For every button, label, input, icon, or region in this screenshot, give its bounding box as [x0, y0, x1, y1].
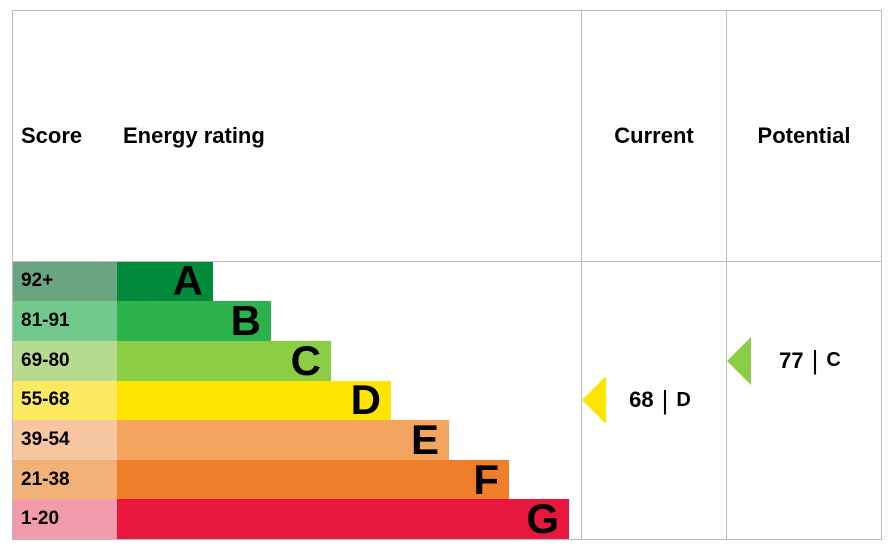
- potential-cell-row-2: 77 | C: [726, 341, 881, 381]
- current-pointer-separator: |: [662, 385, 669, 416]
- rating-letter-d: D: [351, 376, 381, 424]
- current-cell-row-5: [581, 460, 726, 500]
- rating-bar-b: B: [117, 301, 271, 341]
- potential-cell-row-0: [726, 262, 881, 302]
- header-score: Score: [13, 11, 117, 261]
- current-cell-row-4: [581, 420, 726, 460]
- potential-pointer-label: 77 | C: [755, 345, 865, 376]
- band-row-c: 69-80C77|C: [13, 341, 881, 381]
- potential-pointer-separator: |: [812, 345, 819, 376]
- current-pointer-letter: D: [676, 389, 690, 412]
- potential-cell-row-6: [726, 499, 881, 539]
- potential-pointer: 77 | C: [727, 337, 881, 385]
- rating-bar-c: C: [117, 341, 331, 381]
- rating-letter-b: B: [231, 297, 261, 345]
- current-pointer: 68 | D: [582, 376, 726, 424]
- current-pointer-label: 68 | D: [610, 385, 710, 416]
- header-potential: Potential: [726, 11, 881, 261]
- rating-cell-c: C: [117, 341, 581, 381]
- energy-rating-chart: Score Energy rating Current Potential 92…: [12, 10, 882, 540]
- rating-cell-g: G: [117, 499, 581, 539]
- current-pointer-value: 68: [629, 387, 653, 413]
- rating-cell-b: B: [117, 301, 581, 341]
- rating-cell-e: E: [117, 420, 581, 460]
- score-cell-a: 92+: [13, 262, 117, 302]
- rating-letter-g: G: [526, 495, 559, 543]
- rating-letter-f: F: [473, 456, 499, 504]
- rating-bar-f: F: [117, 460, 509, 500]
- rating-cell-a: A: [117, 262, 581, 302]
- potential-pointer-value: 77: [779, 348, 803, 374]
- band-row-b: 81-91B: [13, 301, 881, 341]
- rating-bar-d: D: [117, 381, 391, 421]
- current-cell-row-1: [581, 301, 726, 341]
- header-row: Score Energy rating Current Potential: [13, 11, 881, 262]
- current-cell-row-6: [581, 499, 726, 539]
- chart-body: 92+A81-91B69-80C77|C55-68D68|D39-54E21-3…: [13, 262, 881, 539]
- score-cell-b: 81-91: [13, 301, 117, 341]
- score-cell-g: 1-20: [13, 499, 117, 539]
- rating-bar-a: A: [117, 262, 213, 302]
- potential-cell-row-5: [726, 460, 881, 500]
- band-row-a: 92+A: [13, 262, 881, 302]
- score-cell-c: 69-80: [13, 341, 117, 381]
- band-row-g: 1-20G: [13, 499, 881, 539]
- score-cell-d: 55-68: [13, 381, 117, 421]
- current-cell-row-0: [581, 262, 726, 302]
- current-cell-row-2: [581, 341, 726, 381]
- band-row-f: 21-38F: [13, 460, 881, 500]
- potential-cell-row-4: [726, 420, 881, 460]
- rating-letter-c: C: [291, 337, 321, 385]
- score-cell-f: 21-38: [13, 460, 117, 500]
- rating-cell-f: F: [117, 460, 581, 500]
- header-rating: Energy rating: [117, 11, 581, 261]
- score-cell-e: 39-54: [13, 420, 117, 460]
- band-row-e: 39-54E: [13, 420, 881, 460]
- rating-bar-g: G: [117, 499, 569, 539]
- band-row-d: 55-68D68|D: [13, 381, 881, 421]
- potential-cell-row-3: [726, 381, 881, 421]
- rating-letter-e: E: [411, 416, 439, 464]
- rating-letter-a: A: [173, 257, 203, 305]
- header-current: Current: [581, 11, 726, 261]
- current-cell-row-3: 68 | D: [581, 381, 726, 421]
- rating-bar-e: E: [117, 420, 449, 460]
- potential-pointer-letter: C: [826, 349, 840, 372]
- potential-cell-row-1: [726, 301, 881, 341]
- rating-cell-d: D: [117, 381, 581, 421]
